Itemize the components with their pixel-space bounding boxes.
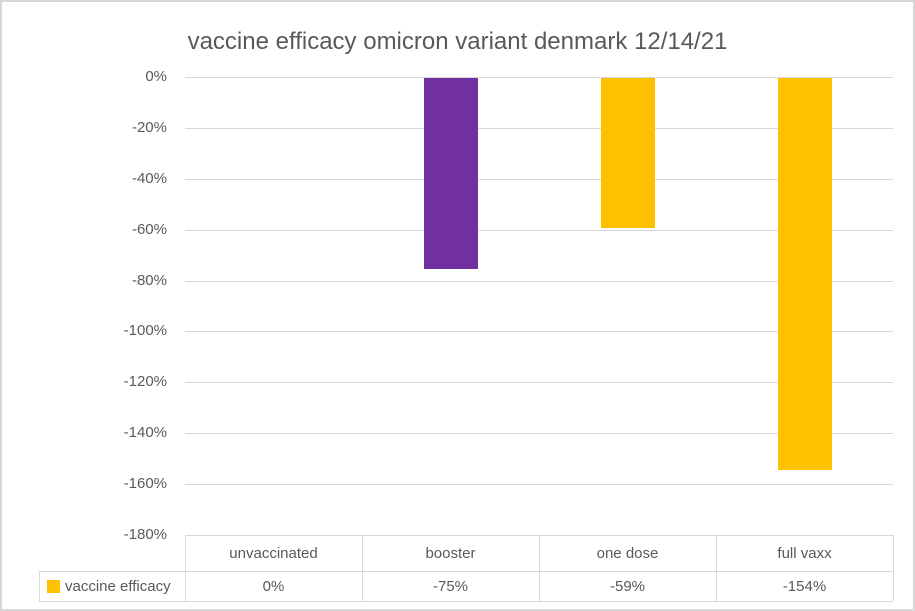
y-gridline — [185, 281, 893, 282]
table-value-cell: -154% — [782, 578, 827, 595]
legend-label: vaccine efficacy — [65, 577, 171, 595]
y-gridline — [185, 382, 893, 383]
table-header-booster: booster — [425, 545, 476, 562]
table-border — [185, 535, 186, 601]
table-header-full-vaxx: full vaxx — [777, 545, 832, 562]
y-gridline — [185, 179, 893, 180]
legend-marker-icon — [47, 579, 60, 593]
table-header-one-dose: one dose — [596, 545, 659, 562]
table-border — [716, 535, 717, 601]
bar-full-vaxx[interactable] — [778, 78, 832, 470]
y-axis-tick-label: -20% — [131, 119, 167, 136]
y-gridline — [185, 230, 893, 231]
table-border — [39, 571, 893, 572]
table-value-cell: -75% — [432, 578, 469, 595]
chart-title: vaccine efficacy omicron variant denmark… — [187, 28, 728, 55]
y-axis-tick-label: -80% — [131, 272, 167, 289]
bar-one-dose[interactable] — [601, 78, 655, 228]
y-gridline — [185, 331, 893, 332]
y-gridline — [185, 484, 893, 485]
legend[interactable]: vaccine efficacy — [39, 571, 185, 601]
table-border — [539, 535, 540, 601]
y-gridline — [185, 128, 893, 129]
table-border — [893, 535, 894, 601]
table-value-cell: -59% — [609, 578, 646, 595]
y-axis-tick-label: -160% — [123, 475, 167, 492]
y-axis-tick-label: -140% — [123, 424, 167, 441]
y-axis-tick-label: -60% — [131, 221, 167, 238]
y-axis-tick-label: 0% — [145, 68, 167, 85]
table-header-unvaccinated: unvaccinated — [229, 545, 318, 562]
y-axis-tick-label: -100% — [123, 322, 167, 339]
y-gridline — [185, 77, 893, 78]
table-border — [362, 535, 363, 601]
bar-booster[interactable] — [424, 78, 478, 269]
table-border — [39, 571, 40, 601]
y-axis-tick-label: -120% — [123, 373, 167, 390]
y-axis-tick-label: -40% — [131, 170, 167, 187]
y-axis-tick-label: -180% — [123, 526, 167, 543]
y-gridline — [185, 433, 893, 434]
table-value-cell: 0% — [262, 578, 285, 595]
table-border — [39, 601, 893, 602]
